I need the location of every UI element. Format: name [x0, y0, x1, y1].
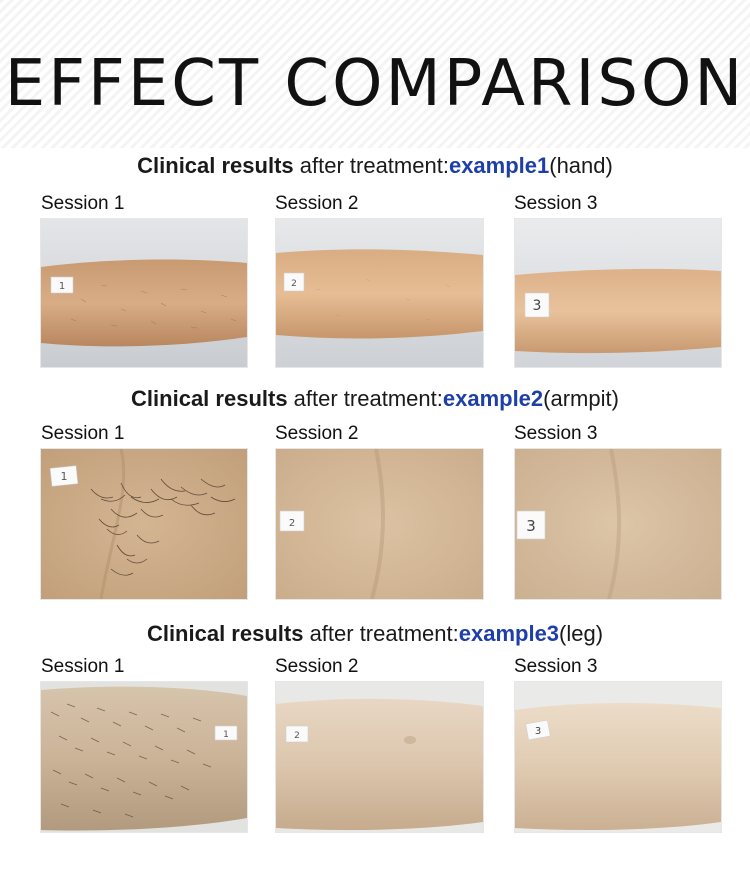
tag-1: 1 — [214, 725, 238, 741]
tag-3: 3 — [524, 292, 550, 318]
tag-1: 1 — [50, 276, 74, 294]
tag-1: 1 — [49, 465, 79, 487]
photo-armpit-session-2: 2 — [275, 448, 484, 600]
svg-text:1: 1 — [223, 730, 229, 740]
heading-example: example1 — [448, 153, 550, 178]
session-label: Session 3 — [514, 193, 598, 214]
svg-text:2: 2 — [291, 279, 297, 289]
heading-prefix: Clinical results — [137, 153, 294, 178]
tag-2: 2 — [283, 272, 305, 292]
section-heading-2: Clinical results after treatment:example… — [0, 385, 750, 413]
photo-armpit-session-1: 1 — [40, 448, 248, 600]
session-label: Session 1 — [41, 656, 125, 677]
tag-3: 3 — [516, 510, 546, 540]
photo-leg-session-3: 3 — [514, 681, 722, 833]
tag-2: 2 — [285, 725, 309, 743]
session-label: Session 1 — [41, 423, 125, 444]
svg-text:1: 1 — [61, 470, 68, 483]
heading-middle: after treatment: — [287, 386, 443, 411]
heading-area: (hand) — [549, 153, 613, 178]
section-heading-1: Clinical results after treatment:example… — [0, 152, 750, 180]
session-label: Session 2 — [275, 423, 359, 444]
session-label: Session 3 — [514, 656, 598, 677]
heading-example: example2 — [442, 386, 544, 411]
svg-text:3: 3 — [535, 726, 541, 737]
tag-2: 2 — [279, 510, 305, 532]
session-label: Session 2 — [275, 656, 359, 677]
photo-armpit-session-3: 3 — [514, 448, 722, 600]
heading-prefix: Clinical results — [131, 386, 288, 411]
heading-example: example3 — [458, 621, 560, 646]
heading-prefix: Clinical results — [146, 621, 304, 646]
svg-text:2: 2 — [294, 731, 300, 741]
photo-hand-session-3: 3 — [514, 218, 722, 368]
section-heading-3: Clinical results after treatment:example… — [0, 620, 750, 648]
page-title: EFFECT COMPARISON — [4, 47, 746, 121]
svg-text:3: 3 — [526, 517, 536, 535]
photo-leg-session-2: 2 — [275, 681, 484, 833]
photo-hand-session-2: 2 — [275, 218, 484, 368]
tag-3: 3 — [525, 719, 551, 741]
heading-middle: after treatment: — [293, 153, 449, 178]
tag-number: 1 — [59, 281, 65, 292]
photo-hand-session-1: 1 — [40, 218, 248, 368]
svg-text:2: 2 — [289, 518, 295, 529]
heading-middle: after treatment: — [303, 621, 459, 646]
photo-leg-session-1: 1 — [40, 681, 248, 833]
session-label: Session 2 — [275, 193, 359, 214]
svg-text:3: 3 — [533, 298, 542, 314]
heading-area: (armpit) — [543, 386, 619, 411]
header-band — [0, 0, 750, 148]
heading-area: (leg) — [559, 621, 604, 646]
session-label: Session 3 — [514, 423, 598, 444]
session-label: Session 1 — [41, 193, 125, 214]
